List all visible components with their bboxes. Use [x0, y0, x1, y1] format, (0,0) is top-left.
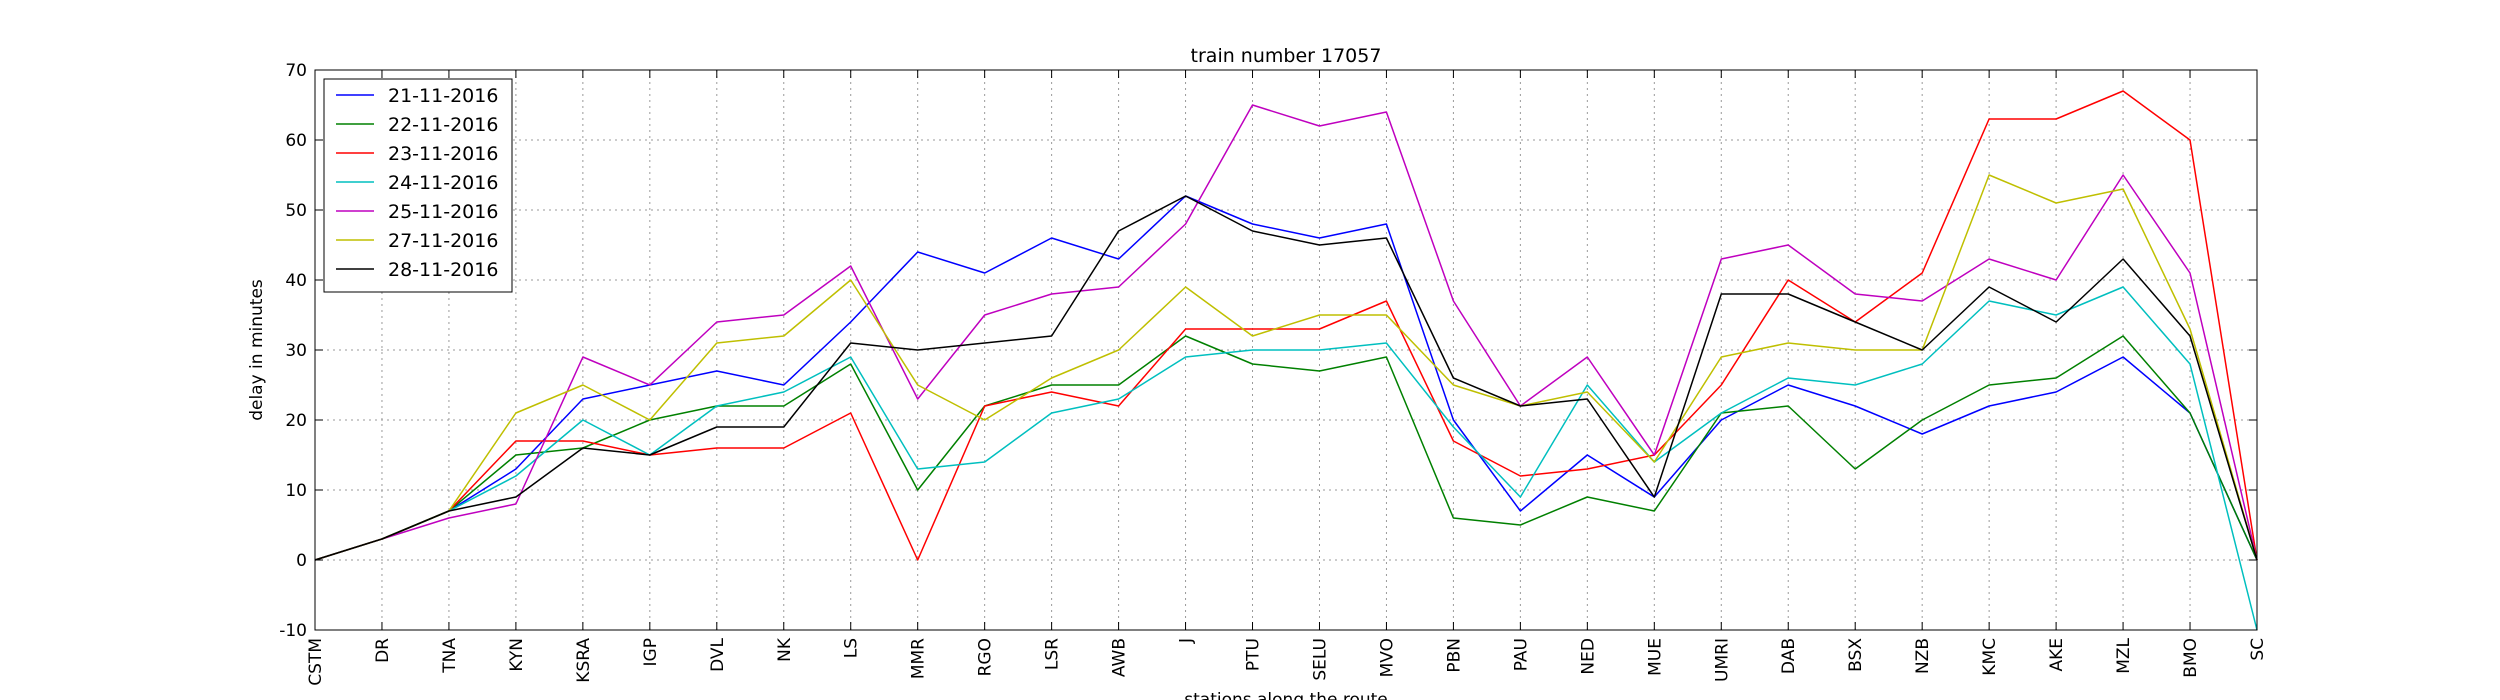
x-tick-label: NED	[1578, 638, 1598, 675]
x-tick-label: AWB	[1110, 638, 1130, 677]
x-tick-label: PTU	[1244, 638, 1264, 671]
x-tick-label: AKE	[2047, 638, 2067, 672]
y-tick-label: 70	[285, 61, 307, 81]
x-tick-label: LSR	[1043, 638, 1063, 670]
x-tick-label: NZB	[1913, 638, 1933, 674]
y-tick-label: -10	[279, 621, 307, 641]
x-tick-label: MMR	[909, 638, 929, 679]
y-tick-label: 60	[285, 131, 307, 151]
y-tick-label: 50	[285, 201, 307, 221]
y-tick-label: 30	[285, 341, 307, 361]
x-tick-label: SELU	[1310, 638, 1330, 681]
legend-label: 23-11-2016	[388, 143, 498, 165]
legend-label: 28-11-2016	[388, 259, 498, 281]
x-tick-label: MVO	[1377, 638, 1397, 677]
y-axis-label: delay in minutes	[247, 279, 267, 421]
x-tick-label: NK	[775, 637, 795, 662]
x-tick-label: KMC	[1980, 638, 2000, 676]
legend-label: 25-11-2016	[388, 201, 498, 223]
x-axis: CSTM DR TNA KYN KSRA IGP DVL NK LS MMR RGO LSR AWB J P…	[306, 70, 2268, 686]
x-tick-label: MZL	[2114, 637, 2134, 673]
x-tick-label: BSX	[1846, 638, 1866, 672]
x-tick-label: RGO	[976, 638, 996, 676]
x-tick-label: BMO	[2181, 638, 2201, 678]
series-line	[314, 286, 2258, 631]
x-tick-label: IGP	[641, 638, 661, 666]
legend-label: 22-11-2016	[388, 114, 498, 136]
legend-label: 27-11-2016	[388, 230, 498, 252]
x-tick-label: TNA	[440, 638, 460, 674]
y-tick-label: 20	[285, 411, 307, 431]
legend-box	[323, 78, 513, 293]
x-tick-label: CSTM	[306, 638, 326, 686]
series-line	[314, 335, 2258, 561]
series-line	[314, 90, 2258, 561]
series-line	[314, 104, 2258, 561]
y-tick-label: 40	[285, 271, 307, 291]
y-axis: -10 0 10 20 30 40 50 60 70	[279, 61, 2257, 641]
legend-label: 24-11-2016	[388, 172, 498, 194]
x-tick-label: DVL	[708, 637, 728, 671]
x-tick-label: DAB	[1779, 638, 1799, 674]
x-tick-label: J	[1177, 638, 1197, 644]
x-tick-label: LS	[842, 638, 862, 658]
y-tick-label: 10	[285, 481, 307, 501]
x-tick-label: DR	[373, 638, 393, 663]
x-tick-label: KSRA	[574, 638, 594, 683]
x-tick-label: SC	[2248, 638, 2268, 661]
legend: 21-11-2016 22-11-2016 23-11-2016 24-11-2016…	[323, 78, 513, 293]
x-axis-label: stations along the route	[1184, 690, 1388, 700]
x-tick-label: KYN	[507, 638, 527, 672]
y-tick-label: 0	[296, 551, 307, 571]
series-line	[314, 174, 2258, 561]
chart-title: train number 17057	[1191, 45, 1382, 67]
series-lines	[314, 90, 2258, 631]
legend-label: 21-11-2016	[388, 85, 498, 107]
x-tick-label: UMRI	[1712, 638, 1732, 682]
x-tick-label: PBN	[1444, 638, 1464, 673]
series-line	[314, 195, 2258, 561]
x-tick-label: MUE	[1645, 638, 1665, 676]
series-line	[314, 195, 2258, 561]
x-tick-label: PAU	[1511, 638, 1531, 671]
